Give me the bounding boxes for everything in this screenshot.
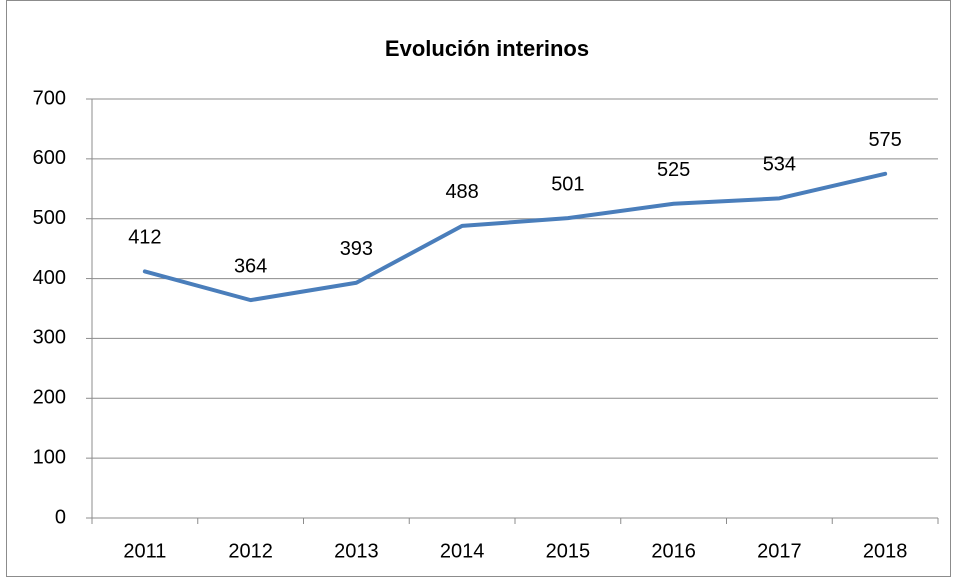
- data-label: 364: [234, 255, 267, 277]
- x-tick-label: 2012: [228, 540, 273, 562]
- y-tick-label: 500: [33, 207, 66, 229]
- y-tick-label: 300: [33, 327, 66, 349]
- x-tick-label: 2013: [334, 540, 379, 562]
- y-tick-label: 700: [33, 87, 66, 109]
- y-tick-label: 100: [33, 446, 66, 468]
- x-tick-label: 2014: [440, 540, 485, 562]
- chart-title: Evolución interinos: [385, 36, 589, 61]
- data-label: 488: [445, 181, 478, 203]
- y-tick-label: 600: [33, 147, 66, 169]
- y-tick-label: 0: [55, 506, 66, 528]
- x-tick-label: 2017: [757, 540, 802, 562]
- x-tick-label: 2015: [546, 540, 591, 562]
- x-tick-label: 2016: [651, 540, 696, 562]
- x-tick-label: 2018: [863, 540, 908, 562]
- chart-frame: [6, 0, 951, 577]
- data-label: 525: [657, 159, 690, 181]
- x-tick-label: 2011: [123, 540, 166, 562]
- series-line: [142, 171, 888, 303]
- data-label: 393: [340, 238, 373, 260]
- y-tick-label: 200: [33, 387, 66, 409]
- data-label: 575: [868, 129, 901, 151]
- data-label: 534: [763, 154, 796, 176]
- data-label: 412: [128, 227, 161, 249]
- y-tick-label: 400: [33, 267, 66, 289]
- data-label: 501: [551, 173, 584, 195]
